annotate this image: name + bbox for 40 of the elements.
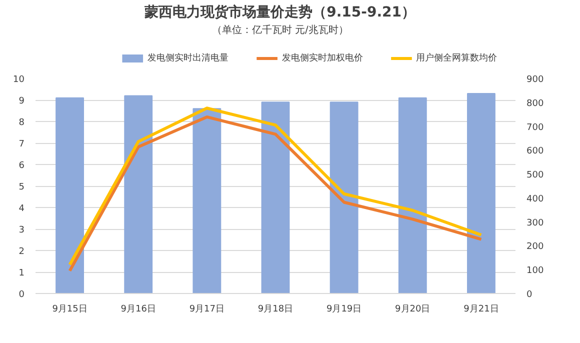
y2-tick-label: 500 — [526, 170, 544, 181]
x-tick-label: 9月21日 — [464, 304, 499, 314]
x-tick-label: 9月20日 — [395, 304, 430, 314]
y2-tick-label: 700 — [526, 122, 544, 133]
bar — [192, 108, 222, 294]
chart-title: 蒙西电力现货市场量价走势（9.15-9.21） — [144, 4, 416, 20]
x-tick-label: 9月16日 — [120, 304, 156, 314]
bar — [124, 95, 153, 294]
y2-tick-label: 100 — [526, 266, 544, 276]
bar — [467, 93, 496, 294]
y-tick-label: 10 — [13, 75, 25, 85]
y-tick-label: 0 — [18, 290, 25, 300]
y-tick-label: 9 — [18, 96, 25, 106]
y-tick-label: 5 — [18, 182, 25, 192]
y-tick-label: 3 — [18, 226, 25, 236]
bar — [330, 102, 358, 294]
y2-tick-label: 800 — [526, 98, 544, 109]
y2-tick-label: 300 — [526, 218, 544, 228]
legend-label: 发电侧实时加权电价 — [282, 52, 363, 64]
y2-tick-label: 900 — [526, 75, 544, 85]
x-tick-label: 9月17日 — [189, 304, 225, 314]
bar — [56, 97, 84, 294]
y-tick-label: 4 — [18, 204, 25, 214]
y2-tick-label: 0 — [526, 290, 532, 300]
y-tick-label: 1 — [18, 268, 25, 278]
x-tick-label: 9月15日 — [52, 304, 88, 314]
chart-subtitle: （单位：亿千瓦时 元/兆瓦时） — [212, 24, 348, 36]
y2-tick-label: 200 — [526, 242, 544, 252]
y-tick-label: 6 — [18, 161, 25, 171]
legend-label: 发电侧实时出清电量 — [147, 52, 228, 64]
bar — [261, 102, 290, 294]
legend-label: 用户侧全网算数均价 — [416, 52, 498, 64]
bar — [398, 97, 427, 294]
y2-tick-label: 600 — [526, 146, 544, 157]
y-tick-label: 7 — [18, 140, 25, 150]
y-tick-label: 2 — [18, 247, 25, 257]
y-tick-label: 8 — [18, 118, 25, 128]
y2-tick-label: 400 — [526, 194, 544, 204]
x-tick-label: 9月19日 — [326, 304, 362, 314]
x-tick-label: 9月18日 — [258, 304, 294, 314]
